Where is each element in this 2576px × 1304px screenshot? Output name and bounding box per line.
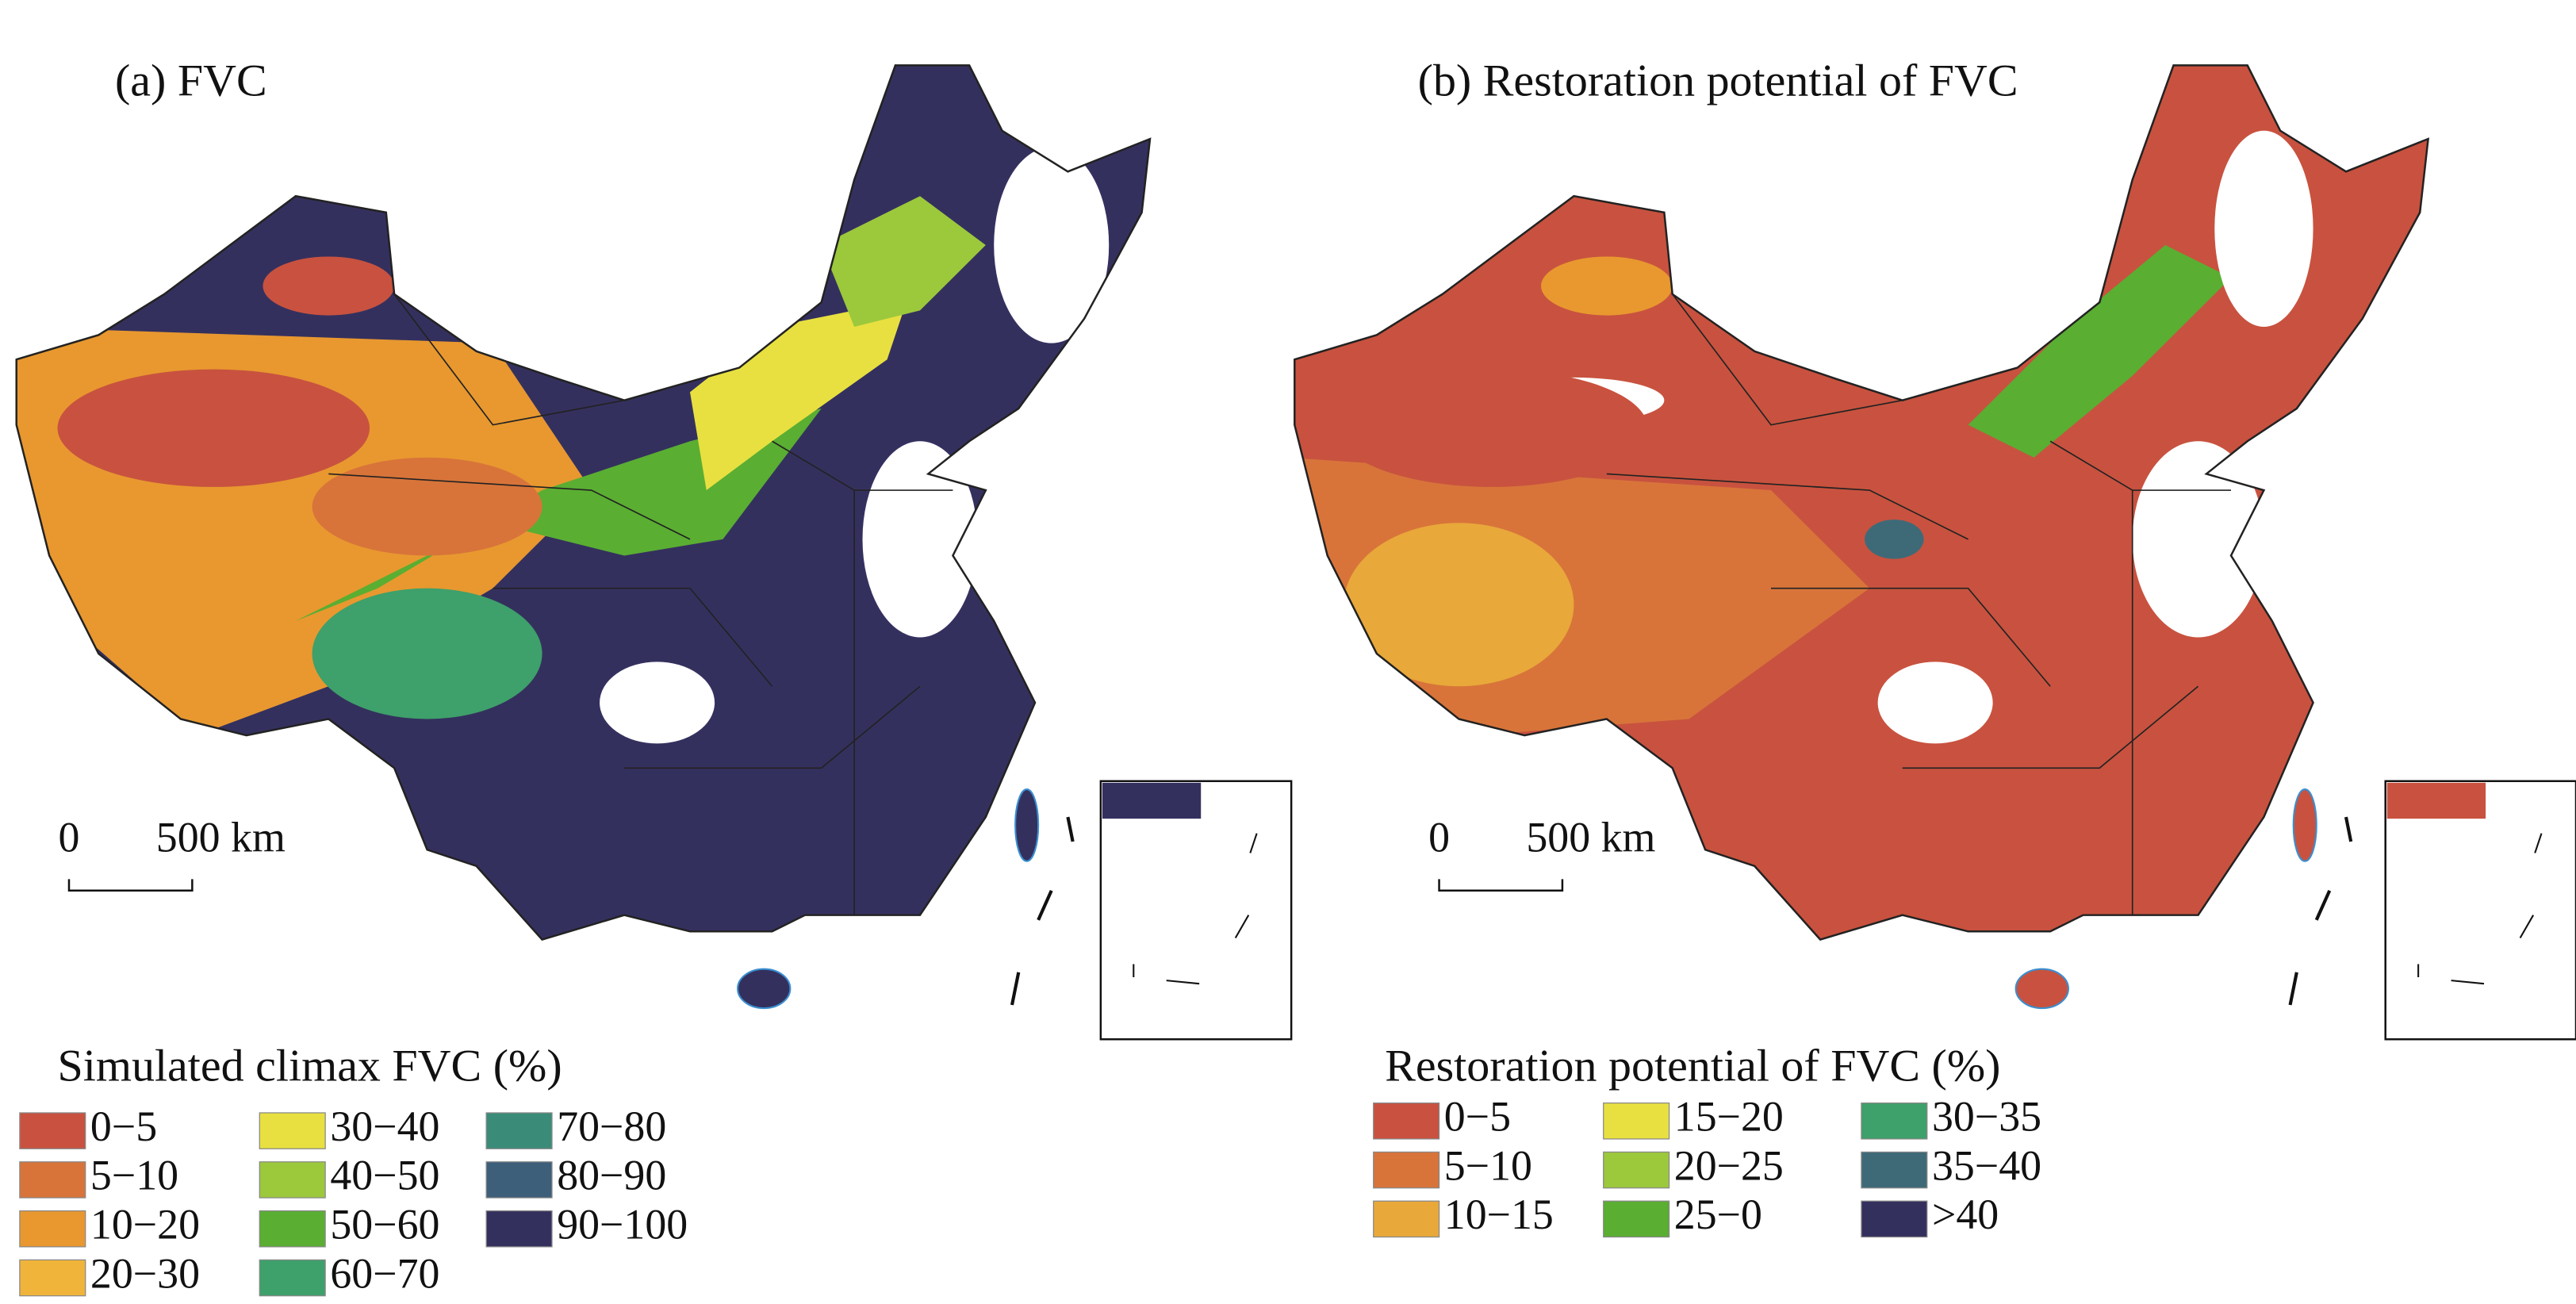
- legend-swatch: [1861, 1151, 1928, 1189]
- legend-swatch: [1373, 1102, 1440, 1140]
- legend-label: 30−40: [330, 1103, 439, 1150]
- legend-label: 50−60: [330, 1201, 439, 1248]
- scale-end: 500 km: [1526, 813, 1655, 861]
- legend-label: 15−20: [1674, 1093, 1784, 1141]
- region: [312, 588, 542, 719]
- region: [1541, 256, 1673, 316]
- country-border: [15, 64, 1152, 941]
- inset-dashes: [2417, 833, 2543, 985]
- legend-label: 5−10: [1444, 1141, 1532, 1189]
- nine-dash: [2288, 816, 2353, 1006]
- region: [295, 408, 822, 621]
- legend-label: 30−35: [1932, 1093, 2041, 1141]
- legend-label: 60−70: [330, 1249, 439, 1297]
- inset-box: [1099, 780, 1293, 1041]
- scale-start: 0: [59, 813, 80, 861]
- region: [263, 256, 395, 316]
- legend-swatch: [259, 1259, 326, 1297]
- taiwan: [1014, 788, 1040, 862]
- legend-swatch: [1861, 1102, 1928, 1140]
- legend-label: 0−5: [90, 1103, 157, 1150]
- panel: (a) FVC 0 500 km Simulated climax FVC (%) 0−…: [15, 55, 1293, 1297]
- legend-label: >40: [1932, 1191, 1999, 1238]
- inset-box: [2384, 780, 2576, 1041]
- legend-swatch: [259, 1161, 326, 1199]
- legend-swatch: [1373, 1200, 1440, 1238]
- legend-label: 90−100: [557, 1201, 688, 1248]
- map-fill: [1294, 65, 2428, 940]
- nine-dash: [1010, 816, 1075, 1006]
- province-borders: [328, 293, 953, 915]
- region: [1968, 245, 2231, 458]
- legend-swatch: [19, 1210, 86, 1248]
- scale-bar: [1438, 879, 1564, 892]
- legend-label: 10−20: [90, 1201, 200, 1248]
- legend-swatch: [19, 1161, 86, 1199]
- taiwan: [2292, 788, 2317, 862]
- legend-swatch: [259, 1112, 326, 1149]
- legend-label: 10−15: [1444, 1191, 1554, 1238]
- region: [1344, 523, 1574, 687]
- map-fill: [16, 65, 1151, 940]
- region: [1877, 662, 1993, 744]
- legend-swatch: [1603, 1151, 1670, 1189]
- scale-start: 0: [1428, 813, 1450, 861]
- region: [2132, 441, 2264, 638]
- legend-label: 35−40: [1932, 1141, 2041, 1189]
- legend-label: 20−30: [90, 1249, 200, 1297]
- legend-swatch: [1603, 1102, 1670, 1140]
- region: [2214, 130, 2313, 328]
- legend-swatch: [485, 1112, 553, 1149]
- legend-label: 40−50: [330, 1152, 439, 1199]
- inset-dashes: [1133, 833, 1258, 985]
- inset-land: [2386, 782, 2486, 819]
- legend-swatch: [1603, 1200, 1670, 1238]
- legend-title: Restoration potential of FVC (%): [1385, 1040, 2000, 1091]
- scale-bar: [67, 879, 194, 892]
- region: [821, 196, 986, 328]
- legend-swatch: [1861, 1200, 1928, 1238]
- region: [994, 147, 1110, 343]
- panel: (b) Restoration potential of FVC 0 500 km R…: [1294, 55, 2576, 1238]
- panel-title: (a) FVC: [115, 55, 267, 106]
- legend-label: 80−90: [557, 1152, 666, 1199]
- inset-land: [1102, 782, 1202, 819]
- legend-title: Simulated climax FVC (%): [58, 1040, 562, 1091]
- region: [57, 369, 370, 487]
- country-border: [1294, 64, 2430, 941]
- legend-swatch: [485, 1210, 553, 1248]
- legend-swatch: [19, 1259, 86, 1297]
- region: [1336, 369, 1648, 487]
- legend-label: 70−80: [557, 1103, 666, 1150]
- scale-end: 500 km: [156, 813, 286, 861]
- legend-label: 25−0: [1674, 1191, 1762, 1238]
- legend-label: 20−25: [1674, 1141, 1784, 1189]
- hainan: [2014, 968, 2069, 1010]
- region: [312, 457, 542, 556]
- panel-title: (b) Restoration potential of FVC: [1418, 55, 2018, 106]
- legend-swatch: [1373, 1151, 1440, 1189]
- legend-swatch: [259, 1210, 326, 1248]
- legend-swatch: [19, 1112, 86, 1149]
- legend-swatch: [485, 1161, 553, 1199]
- legend-label: 5−10: [90, 1152, 178, 1199]
- region: [1865, 520, 1924, 559]
- region: [600, 662, 715, 744]
- province-borders: [1606, 293, 2231, 915]
- hainan: [737, 968, 792, 1010]
- legend-label: 0−5: [1444, 1093, 1511, 1141]
